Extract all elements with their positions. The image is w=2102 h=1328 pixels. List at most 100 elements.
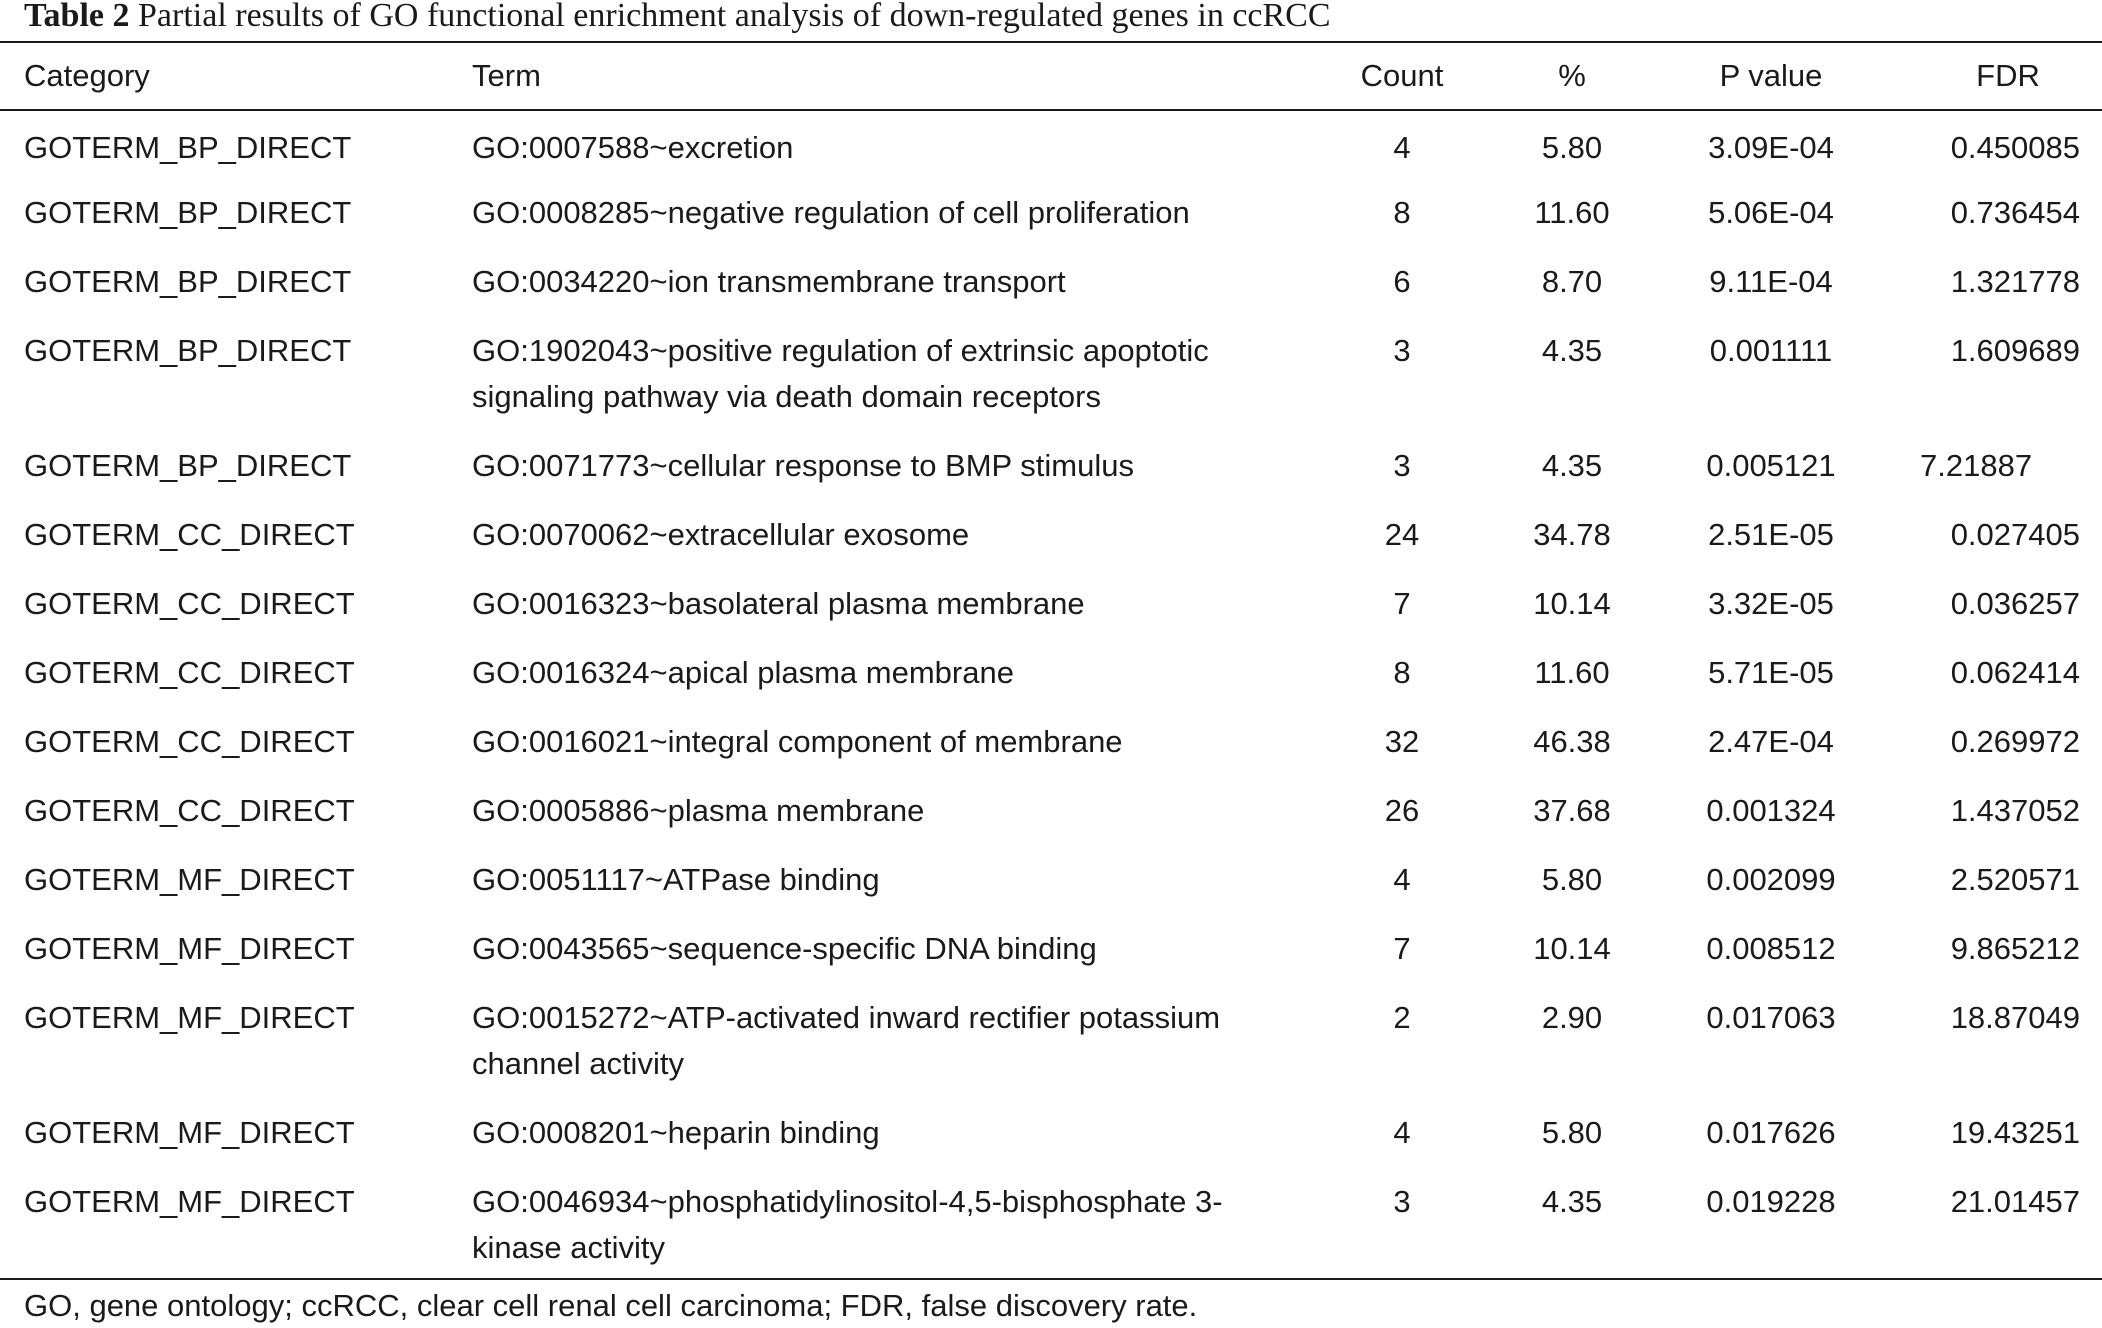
- cell-fdr: 0.027405: [1890, 500, 2102, 569]
- cell-term: GO:0051117~ATPase binding: [472, 845, 1312, 914]
- cell-percent: 10.14: [1533, 931, 1611, 966]
- cell-pvalue: 0.005121: [1706, 448, 1836, 483]
- enrichment-table: Category Term Count % P value FDR GOTERM…: [0, 43, 2102, 1282]
- cell-term: GO:1902043~positive regulation of extrin…: [472, 316, 1312, 431]
- cell-percent: 10.14: [1533, 586, 1611, 621]
- cell-fdr-value: 9.865212: [1950, 931, 2080, 966]
- cell-count: 4: [1393, 862, 1411, 897]
- cell-count: 24: [1384, 517, 1420, 552]
- cell-count: 3: [1393, 448, 1411, 483]
- table-row: GOTERM_CC_DIRECT GO:0070062~extracellula…: [0, 500, 2102, 569]
- cell-term: GO:0008285~negative regulation of cell p…: [472, 178, 1312, 247]
- cell-count: 4: [1393, 1115, 1411, 1150]
- cell-category: GOTERM_BP_DIRECT: [24, 195, 352, 230]
- cell-term: GO:0008201~heparin binding: [472, 1098, 1312, 1167]
- cell-term: GO:0005886~plasma membrane: [472, 776, 1312, 845]
- cell-fdr-value: 1.609689: [1950, 333, 2080, 368]
- header-pvalue: P value: [1719, 58, 1823, 93]
- cell-fdr: 19.43251: [1890, 1098, 2102, 1167]
- cell-fdr: 9.865212: [1890, 914, 2102, 983]
- cell-pvalue: 3.32E-05: [1708, 586, 1834, 621]
- cell-fdr: 0.736454: [1890, 178, 2102, 247]
- cell-category: GOTERM_BP_DIRECT: [24, 333, 352, 368]
- cell-fdr-value: 7.21887: [1920, 448, 2033, 483]
- cell-category: GOTERM_MF_DIRECT: [24, 931, 355, 966]
- cell-fdr-value: 0.062414: [1950, 655, 2080, 690]
- cell-pvalue: 0.001324: [1706, 793, 1836, 828]
- cell-percent: 46.38: [1533, 724, 1611, 759]
- cell-category: GOTERM_CC_DIRECT: [24, 793, 355, 828]
- cell-category: GOTERM_MF_DIRECT: [24, 1115, 355, 1150]
- cell-percent: 34.78: [1533, 517, 1611, 552]
- table-row: GOTERM_MF_DIRECT GO:0043565~sequence-spe…: [0, 914, 2102, 983]
- cell-term-text: GO:0016021~integral component of membran…: [472, 724, 1123, 759]
- table-row: GOTERM_MF_DIRECT GO:0046934~phosphatidyl…: [0, 1167, 2102, 1282]
- cell-percent: 5.80: [1541, 1115, 1603, 1150]
- table-header-row: Category Term Count % P value FDR: [0, 43, 2102, 109]
- cell-pvalue: 0.002099: [1706, 862, 1836, 897]
- cell-term: GO:0071773~cellular response to BMP stim…: [472, 431, 1312, 500]
- cell-category: GOTERM_MF_DIRECT: [24, 1184, 355, 1219]
- table-footnote: GO, gene ontology; ccRCC, clear cell ren…: [24, 1288, 1198, 1323]
- cell-category: GOTERM_MF_DIRECT: [24, 862, 355, 897]
- cell-pvalue: 5.06E-04: [1708, 195, 1834, 230]
- cell-fdr: 21.01457: [1890, 1167, 2102, 1282]
- cell-category: GOTERM_CC_DIRECT: [24, 586, 355, 621]
- table-header-rule: [0, 109, 2102, 111]
- cell-pvalue: 2.51E-05: [1708, 517, 1834, 552]
- cell-percent: 5.80: [1541, 862, 1603, 897]
- table-row: GOTERM_BP_DIRECT GO:0034220~ion transmem…: [0, 247, 2102, 316]
- header-category: Category: [24, 58, 150, 93]
- cell-percent: 11.60: [1534, 195, 1610, 230]
- cell-fdr-value: 18.87049: [1950, 1000, 2080, 1035]
- cell-category: GOTERM_BP_DIRECT: [24, 264, 352, 299]
- cell-term: GO:0016324~apical plasma membrane: [472, 638, 1312, 707]
- cell-fdr-value: 1.437052: [1950, 793, 2080, 828]
- cell-fdr: 0.062414: [1890, 638, 2102, 707]
- cell-term-text: GO:0046934~phosphatidylinositol-4,5-bisp…: [472, 1184, 1223, 1265]
- cell-fdr-value: 0.027405: [1950, 517, 2080, 552]
- table-row: GOTERM_MF_DIRECT GO:0051117~ATPase bindi…: [0, 845, 2102, 914]
- cell-category: GOTERM_CC_DIRECT: [24, 655, 355, 690]
- cell-term-text: GO:0016323~basolateral plasma membrane: [472, 586, 1085, 621]
- table-row: GOTERM_MF_DIRECT GO:0015272~ATP-activate…: [0, 983, 2102, 1098]
- cell-pvalue: 0.017063: [1706, 1000, 1836, 1035]
- cell-term: GO:0016021~integral component of membran…: [472, 707, 1312, 776]
- header-term: Term: [472, 58, 541, 93]
- cell-term: GO:0043565~sequence-specific DNA binding: [472, 914, 1312, 983]
- cell-term-text: GO:0051117~ATPase binding: [472, 862, 880, 897]
- cell-term-text: GO:0071773~cellular response to BMP stim…: [472, 448, 1134, 483]
- cell-term-text: GO:0015272~ATP-activated inward rectifie…: [472, 1000, 1221, 1081]
- cell-term-text: GO:0016324~apical plasma membrane: [472, 655, 1014, 690]
- cell-percent: 5.80: [1541, 130, 1603, 165]
- header-percent: %: [1558, 58, 1586, 93]
- table-row: GOTERM_CC_DIRECT GO:0016324~apical plasm…: [0, 638, 2102, 707]
- cell-pvalue: 0.019228: [1706, 1184, 1836, 1219]
- cell-fdr-value: 19.43251: [1950, 1115, 2080, 1150]
- cell-fdr: 1.437052: [1890, 776, 2102, 845]
- cell-category: GOTERM_MF_DIRECT: [24, 1000, 355, 1035]
- cell-term-text: GO:0034220~ion transmembrane transport: [472, 264, 1066, 299]
- cell-category: GOTERM_BP_DIRECT: [24, 448, 352, 483]
- cell-term: GO:0015272~ATP-activated inward rectifie…: [472, 983, 1312, 1098]
- table-row: GOTERM_CC_DIRECT GO:0016021~integral com…: [0, 707, 2102, 776]
- table-bottom-rule: [0, 1278, 2102, 1280]
- header-fdr: FDR: [1976, 58, 2040, 93]
- cell-term: GO:0007588~excretion: [472, 109, 1312, 178]
- table-caption: Table 2 Partial results of GO functional…: [24, 0, 1331, 34]
- table-caption-text: Partial results of GO functional enrichm…: [138, 0, 1331, 34]
- cell-pvalue: 9.11E-04: [1709, 264, 1833, 299]
- header-count: Count: [1360, 58, 1444, 93]
- cell-fdr: 0.269972: [1890, 707, 2102, 776]
- cell-category: GOTERM_BP_DIRECT: [24, 130, 352, 165]
- cell-pvalue: 3.09E-04: [1708, 130, 1834, 165]
- cell-fdr-value: 21.01457: [1950, 1184, 2080, 1219]
- cell-count: 7: [1393, 586, 1411, 621]
- table-row: GOTERM_MF_DIRECT GO:0008201~heparin bind…: [0, 1098, 2102, 1167]
- table-row: GOTERM_BP_DIRECT GO:0008285~negative reg…: [0, 178, 2102, 247]
- cell-fdr-value: 2.520571: [1950, 862, 2080, 897]
- cell-count: 26: [1384, 793, 1420, 828]
- cell-term: GO:0034220~ion transmembrane transport: [472, 247, 1312, 316]
- table-row: GOTERM_CC_DIRECT GO:0005886~plasma membr…: [0, 776, 2102, 845]
- cell-count: 8: [1393, 195, 1411, 230]
